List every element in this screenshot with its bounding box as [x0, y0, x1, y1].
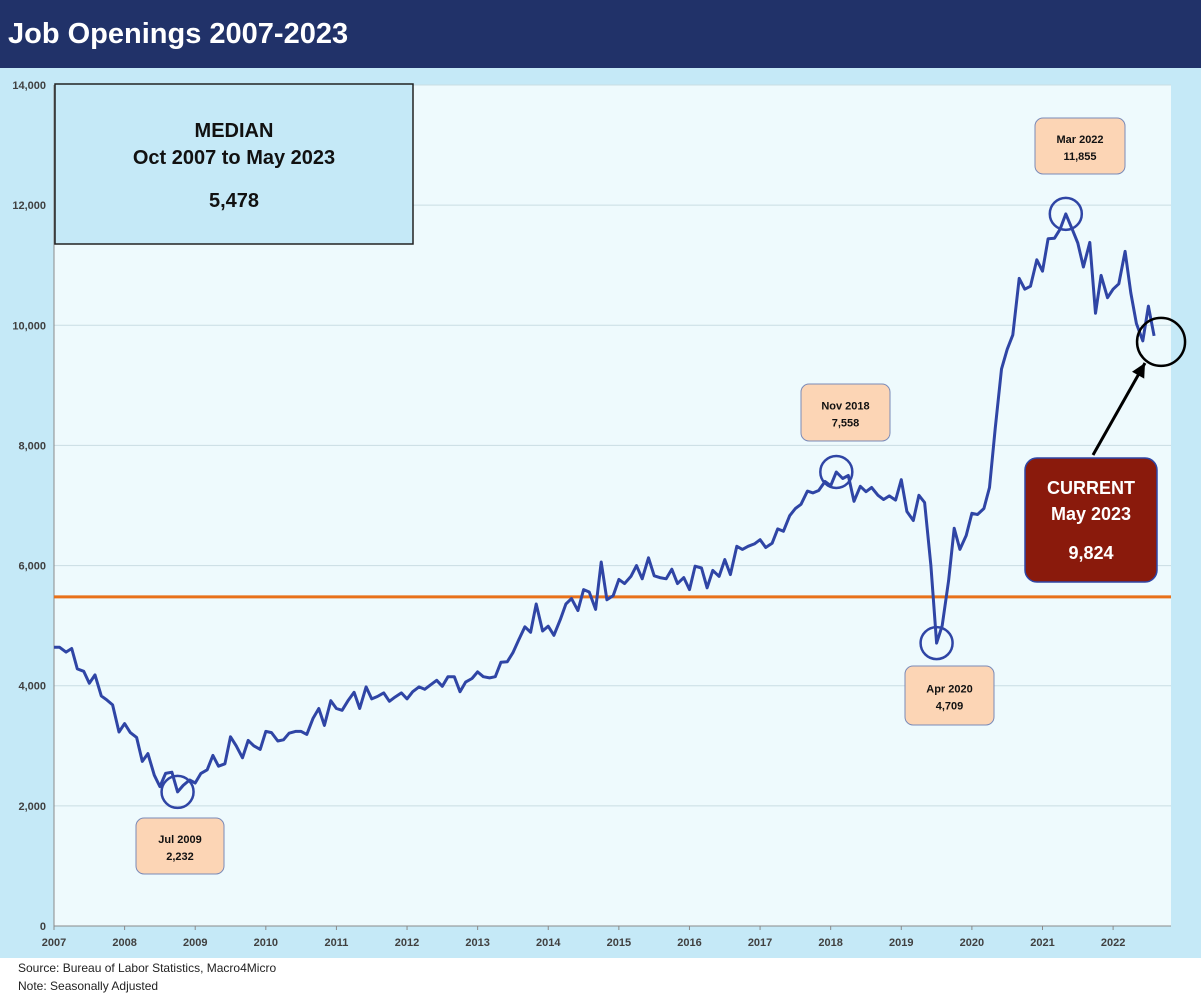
x-tick-label: 2019 — [889, 937, 913, 949]
y-tick-label: 12,000 — [12, 200, 46, 212]
y-tick-label: 4,000 — [18, 681, 46, 693]
current-box-period: May 2023 — [1051, 504, 1131, 524]
median-box-period: Oct 2007 to May 2023 — [133, 147, 335, 169]
current-arrow-head — [1132, 363, 1145, 379]
x-tick-label: 2011 — [324, 937, 348, 949]
callout-label-jul2009: Jul 2009 — [158, 834, 201, 846]
title-bar: Job Openings 2007-2023 — [0, 0, 1201, 68]
y-tick-label: 14,000 — [12, 80, 46, 92]
x-tick-label: 2016 — [677, 937, 701, 949]
highlight-circle-mar2022 — [1048, 196, 1084, 232]
y-tick-label: 2,000 — [18, 801, 46, 813]
callout-value-jul2009: 2,232 — [166, 851, 194, 863]
median-box-value: 5,478 — [209, 190, 259, 212]
x-tick-label: 2008 — [112, 937, 136, 949]
job-openings-chart: 0 2,000 4,000 6,000 8,000 10,000 12,000 14,000 2… — [12, 80, 1187, 949]
median-box — [54, 83, 414, 245]
highlight-circle-current — [1135, 316, 1187, 368]
callout-box-apr2020 — [904, 665, 995, 726]
x-tick-label: 2013 — [465, 937, 489, 949]
x-tick-label: 2010 — [254, 937, 278, 949]
current-box-title: CURRENT — [1047, 478, 1135, 498]
y-tick-label: 0 — [40, 921, 46, 933]
median-box-title: MEDIAN — [195, 120, 274, 142]
callout-value-apr2020: 4,709 — [936, 701, 964, 713]
series-line — [54, 212, 1156, 794]
callout-box-jul2009 — [135, 817, 225, 875]
y-tick-label: 6,000 — [18, 561, 46, 573]
x-tick-label: 2007 — [42, 937, 66, 949]
footer: Source: Bureau of Labor Statistics, Macr… — [0, 958, 1201, 1000]
y-tick-label: 8,000 — [18, 440, 46, 452]
highlight-circle-nov2018 — [819, 454, 854, 490]
x-tick-label: 2015 — [607, 937, 631, 949]
x-tick-label: 2014 — [536, 937, 561, 949]
callout-label-mar2022: Mar 2022 — [1056, 134, 1103, 146]
highlight-circle-apr2020 — [919, 625, 954, 661]
current-arrow — [1091, 362, 1147, 456]
x-tick-label: 2017 — [748, 937, 772, 949]
x-tick-label: 2012 — [395, 937, 419, 949]
callout-box-nov2018 — [800, 383, 891, 442]
adjustment-note: Note: Seasonally Adjusted — [18, 979, 159, 993]
highlight-circle-jul2009 — [160, 774, 195, 810]
y-tick-label: 10,000 — [12, 320, 46, 332]
callout-value-mar2022: 11,855 — [1063, 151, 1096, 163]
callout-label-apr2020: Apr 2020 — [926, 684, 972, 696]
chart-title: Job Openings 2007-2023 — [8, 18, 349, 50]
source-note: Source: Bureau of Labor Statistics, Macr… — [18, 961, 277, 975]
x-tick-label: 2009 — [183, 937, 207, 949]
callout-value-nov2018: 7,558 — [832, 418, 860, 430]
x-tick-label: 2018 — [818, 937, 842, 949]
current-box-value: 9,824 — [1068, 543, 1113, 563]
x-tick-label: 2022 — [1101, 937, 1125, 949]
x-tick-label: 2020 — [960, 937, 984, 949]
callout-box-mar2022 — [1034, 117, 1126, 175]
x-tick-label: 2021 — [1030, 937, 1054, 949]
callout-label-nov2018: Nov 2018 — [821, 401, 869, 413]
current-box — [1024, 457, 1158, 583]
